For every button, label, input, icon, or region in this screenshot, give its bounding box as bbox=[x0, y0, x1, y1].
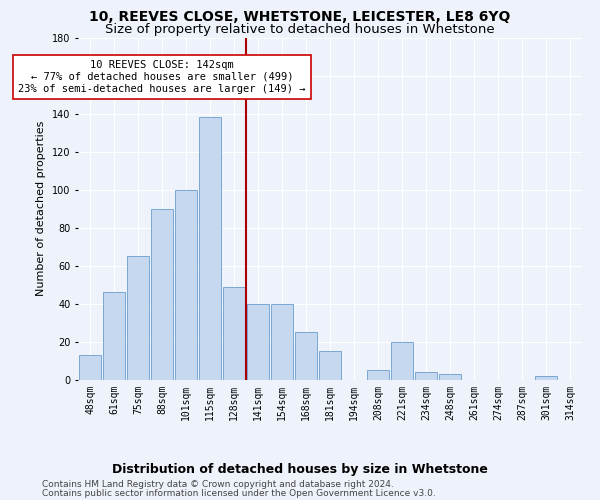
Bar bbox=[79, 356, 101, 380]
Bar bbox=[199, 118, 221, 380]
Text: 10, REEVES CLOSE, WHETSTONE, LEICESTER, LE8 6YQ: 10, REEVES CLOSE, WHETSTONE, LEICESTER, … bbox=[89, 10, 511, 24]
Bar bbox=[247, 304, 269, 380]
Bar bbox=[439, 374, 461, 380]
Text: Size of property relative to detached houses in Whetstone: Size of property relative to detached ho… bbox=[105, 22, 495, 36]
Bar bbox=[271, 304, 293, 380]
Bar bbox=[103, 292, 125, 380]
Text: Contains HM Land Registry data © Crown copyright and database right 2024.: Contains HM Land Registry data © Crown c… bbox=[42, 480, 394, 489]
Bar bbox=[319, 352, 341, 380]
Bar bbox=[415, 372, 437, 380]
Bar bbox=[175, 190, 197, 380]
Bar bbox=[223, 287, 245, 380]
Bar bbox=[151, 209, 173, 380]
Text: 10 REEVES CLOSE: 142sqm
← 77% of detached houses are smaller (499)
23% of semi-d: 10 REEVES CLOSE: 142sqm ← 77% of detache… bbox=[18, 60, 306, 94]
Bar bbox=[391, 342, 413, 380]
Bar bbox=[295, 332, 317, 380]
Bar bbox=[127, 256, 149, 380]
Bar bbox=[535, 376, 557, 380]
Text: Distribution of detached houses by size in Whetstone: Distribution of detached houses by size … bbox=[112, 462, 488, 475]
Text: Contains public sector information licensed under the Open Government Licence v3: Contains public sector information licen… bbox=[42, 488, 436, 498]
Bar bbox=[367, 370, 389, 380]
Y-axis label: Number of detached properties: Number of detached properties bbox=[37, 121, 46, 296]
